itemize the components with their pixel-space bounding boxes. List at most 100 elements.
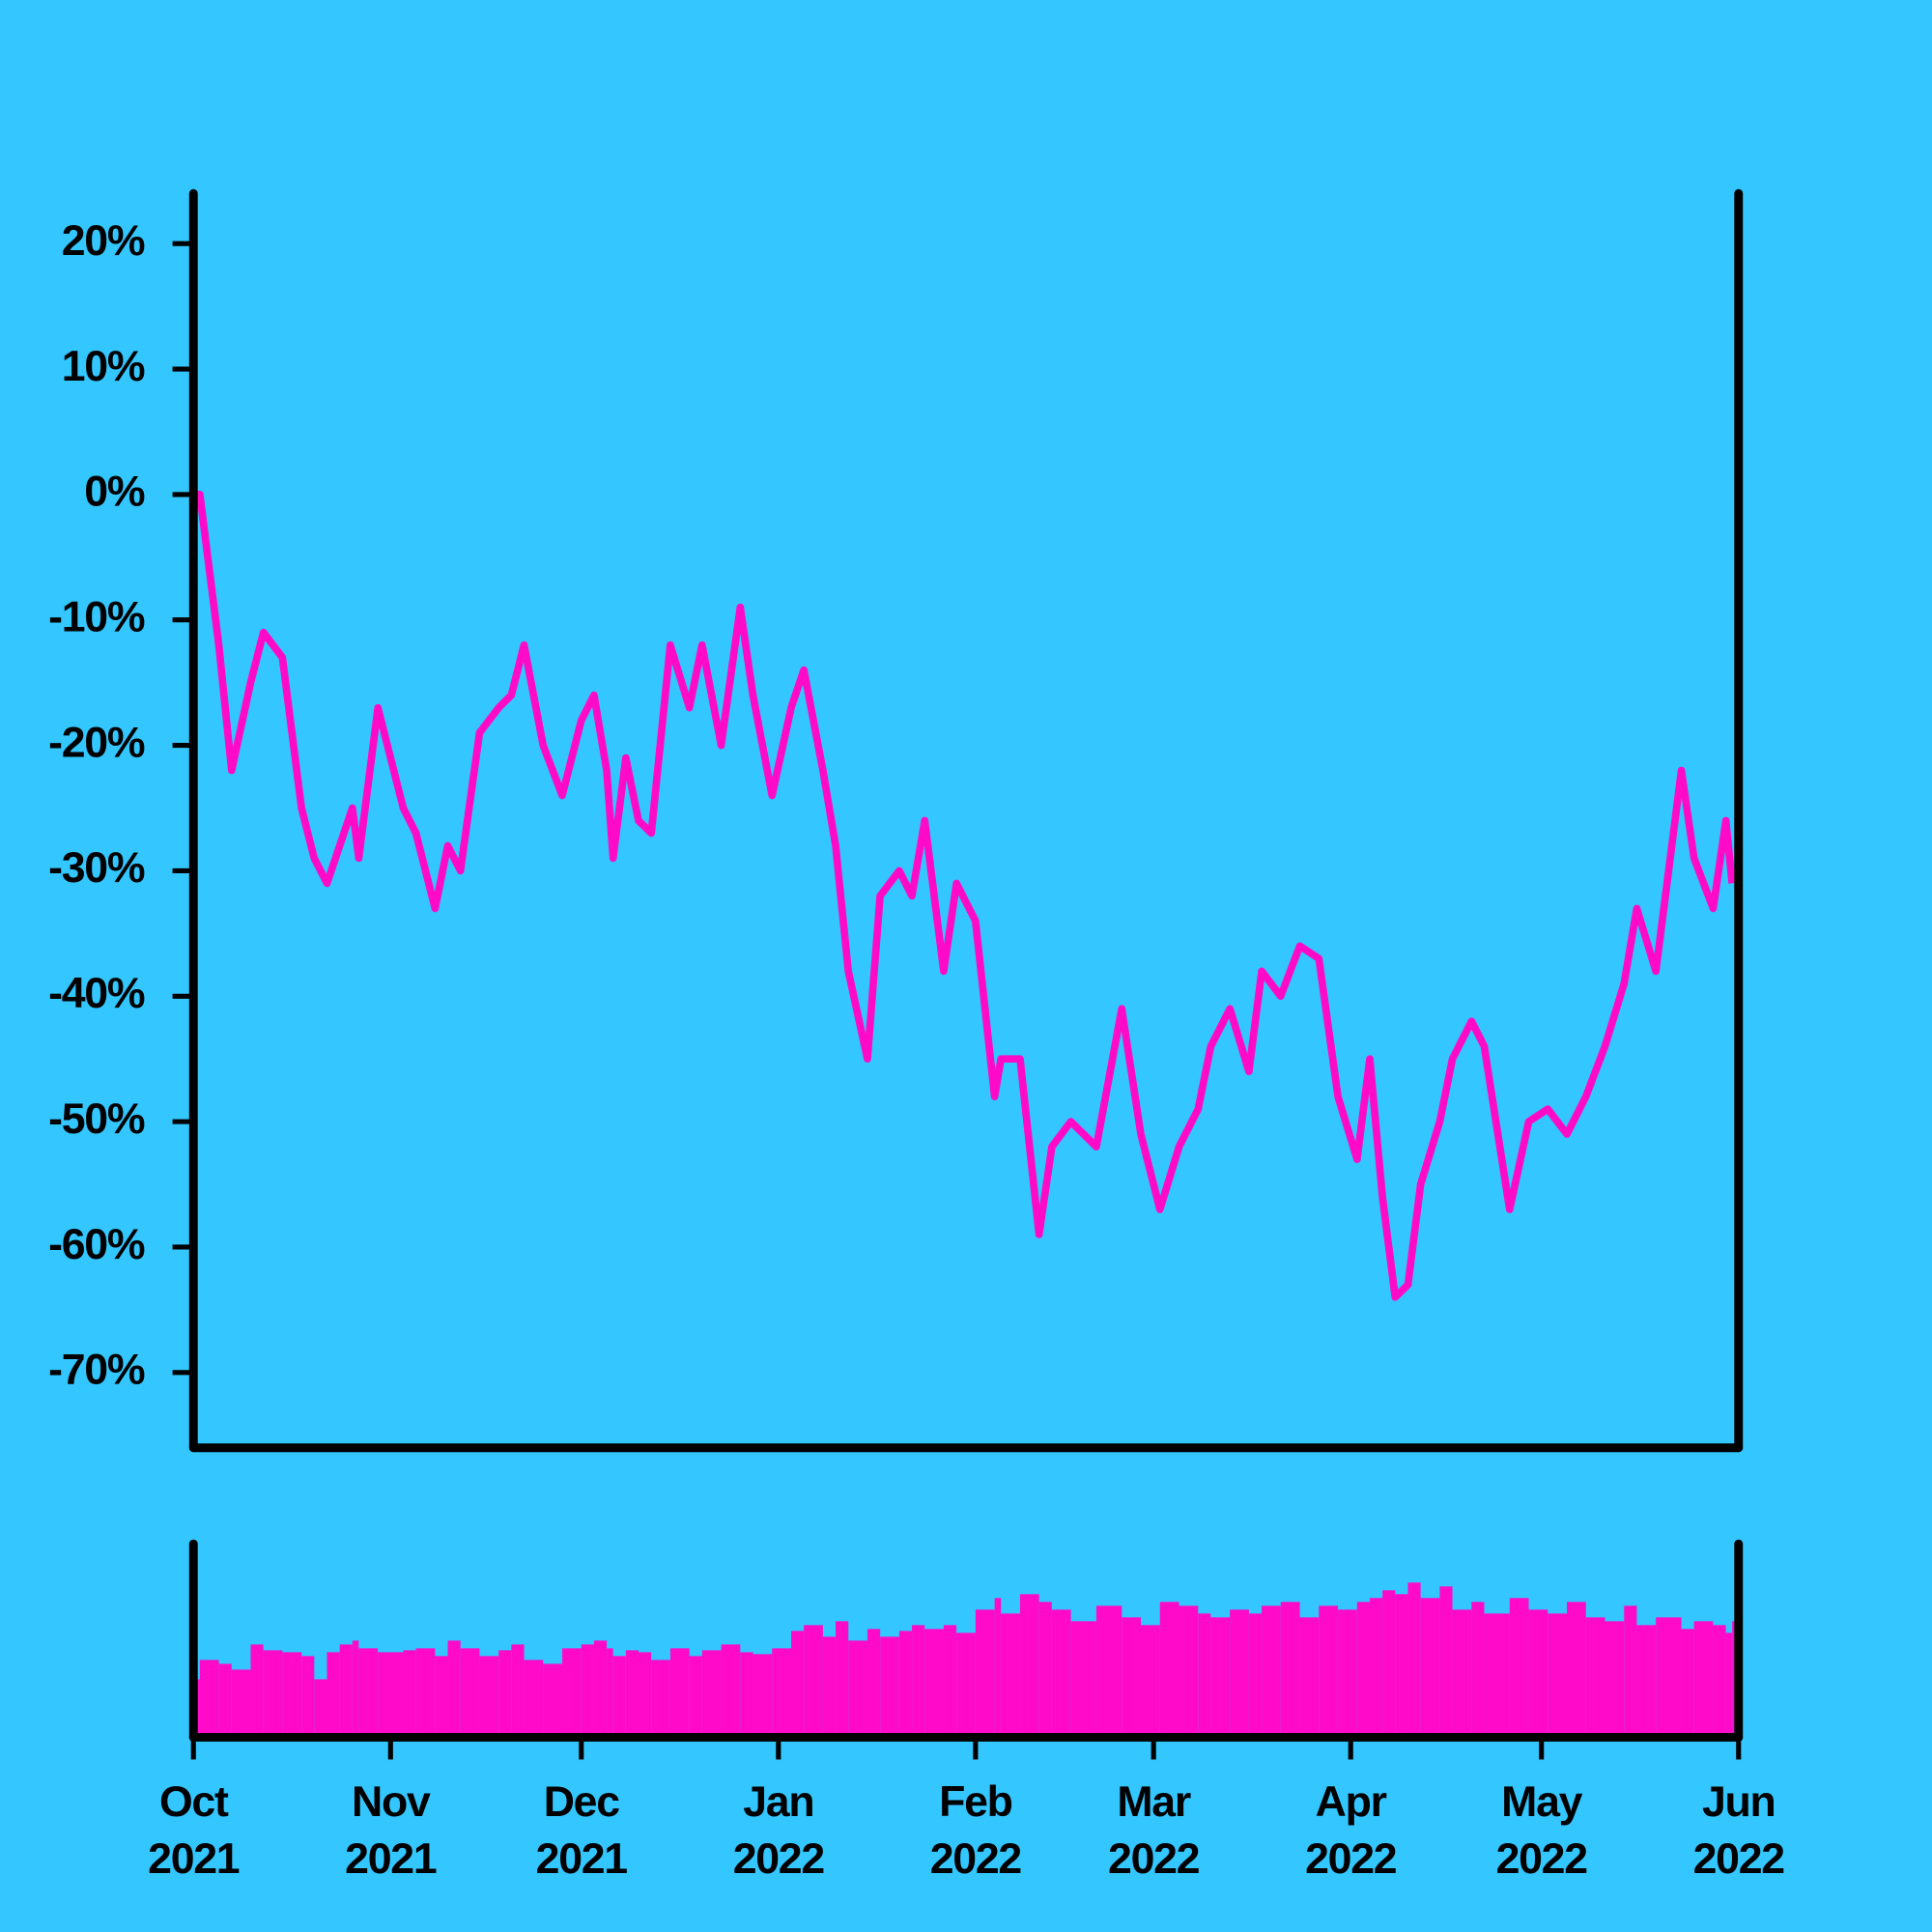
volume-bar (924, 1629, 944, 1738)
volume-bar (721, 1644, 741, 1738)
volume-bar (975, 1609, 995, 1738)
volume-bar (1439, 1586, 1453, 1738)
return-line (193, 491, 1736, 1301)
y-tick-label: -10% (48, 594, 145, 641)
volume-bar (524, 1660, 544, 1738)
volume-bar (1605, 1621, 1625, 1738)
x-tick-label: Feb 2022 (929, 1777, 1023, 1883)
x-tick-label: May 2022 (1495, 1777, 1589, 1883)
volume-bar (231, 1669, 251, 1738)
volume-bar (447, 1640, 461, 1738)
volume-bar (956, 1633, 976, 1738)
volume-bar (1198, 1613, 1211, 1738)
volume-bar (1369, 1598, 1383, 1738)
volume-bar (415, 1648, 436, 1738)
volume-bar (263, 1650, 283, 1738)
volume-bar (689, 1656, 702, 1738)
volume-bar (1681, 1629, 1694, 1738)
y-tick-label: 20% (62, 217, 145, 265)
y-tick-label: -40% (48, 970, 145, 1017)
volume-bar (1299, 1617, 1320, 1738)
volume-bar (612, 1656, 626, 1738)
volume-bar (943, 1625, 957, 1738)
volume-bar (804, 1625, 823, 1738)
volume-bar (880, 1636, 899, 1738)
volume-bar (1038, 1602, 1052, 1738)
volume-bar (1338, 1609, 1357, 1738)
volume-bar (250, 1644, 264, 1738)
volume-bar (1280, 1602, 1300, 1738)
volume-bar (1319, 1605, 1339, 1738)
volume-bar (1484, 1613, 1510, 1738)
y-tick-label: -60% (48, 1221, 145, 1268)
volume-bar (1159, 1602, 1179, 1738)
volume-bar (1141, 1625, 1160, 1738)
volume-bar (1356, 1602, 1370, 1738)
volume-bar (1420, 1598, 1440, 1738)
volume-bar (651, 1660, 670, 1738)
volume-bar (301, 1656, 315, 1738)
volume-bar (867, 1629, 881, 1738)
x-tick-label: Dec 2021 (535, 1777, 629, 1883)
volume-bar (199, 1660, 219, 1738)
volume-bar (1070, 1621, 1096, 1738)
volume-bar (1567, 1602, 1586, 1738)
x-tick-label: Apr 2022 (1305, 1777, 1398, 1883)
x-tick-label: Nov 2021 (345, 1777, 438, 1883)
volume-bar (218, 1663, 232, 1738)
x-tick-label: Oct 2021 (148, 1777, 241, 1883)
volume-bar (1210, 1617, 1231, 1738)
volume-bar (1122, 1617, 1142, 1738)
volume-bar (1725, 1633, 1733, 1738)
volume-bar (994, 1598, 1002, 1738)
volume-bar (403, 1650, 416, 1738)
volume-bar (607, 1648, 613, 1738)
volume-bar (1248, 1613, 1263, 1738)
volume-bar (625, 1650, 639, 1738)
volume-bar (1585, 1617, 1605, 1738)
volume-bar (1548, 1613, 1568, 1738)
volume-bar (1528, 1609, 1548, 1738)
volume-bar (593, 1640, 608, 1738)
volume-bar (1095, 1605, 1122, 1738)
volume-bar (1262, 1605, 1281, 1738)
volume-bar (1656, 1617, 1682, 1738)
volume-bar (1636, 1625, 1657, 1738)
y-tick-label: -30% (48, 844, 145, 892)
volume-bar (639, 1652, 652, 1738)
volume-bar (772, 1648, 791, 1738)
volume-bar (1001, 1613, 1020, 1738)
volume-bar (1407, 1582, 1421, 1738)
x-tick-label: Jun 2022 (1692, 1777, 1786, 1883)
volume-bar (358, 1648, 379, 1738)
volume-bar (435, 1656, 448, 1738)
volume-bar (1051, 1609, 1071, 1738)
volume-bar (1382, 1590, 1396, 1738)
volume-bar (378, 1652, 404, 1738)
volume-bar (1179, 1605, 1199, 1738)
volume-bar (848, 1640, 867, 1738)
volume-bar (822, 1636, 837, 1738)
volume-bar (1019, 1594, 1039, 1738)
volume-bar (339, 1644, 353, 1738)
volume-bar (669, 1648, 690, 1738)
y-tick-label: 10% (62, 343, 145, 390)
volume-bar (1230, 1609, 1249, 1738)
volume-bar (701, 1650, 722, 1738)
volume-bar (498, 1650, 512, 1738)
y-tick-label: -70% (48, 1347, 145, 1394)
volume-bar (1509, 1598, 1529, 1738)
volume-bar (1452, 1609, 1472, 1738)
volume-bar (740, 1652, 753, 1738)
volume-bar (790, 1631, 805, 1738)
volume-bar (753, 1654, 773, 1738)
volume-bar (581, 1644, 594, 1738)
volume-bar (1713, 1625, 1726, 1738)
y-tick-label: -50% (48, 1095, 145, 1143)
volume-bar (543, 1663, 563, 1738)
volume-bar (836, 1621, 849, 1738)
volume-bar (1471, 1602, 1485, 1738)
volume-bar (327, 1652, 340, 1738)
